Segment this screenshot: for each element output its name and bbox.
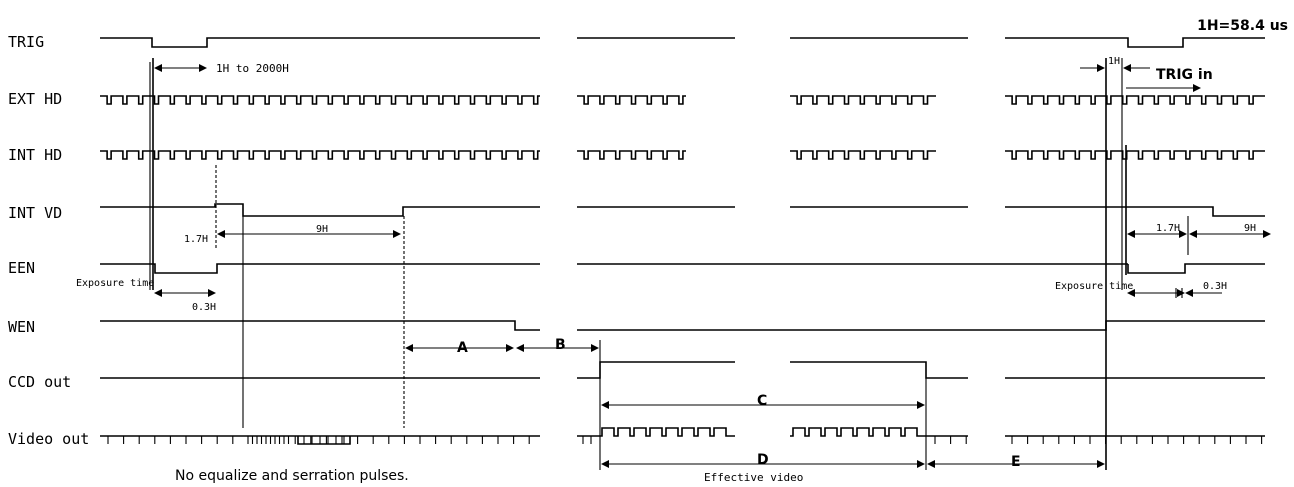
video-out-waveform [100, 427, 1265, 445]
t-9h-left-label: 9H [316, 224, 328, 235]
segment-e-label: E [1011, 454, 1021, 470]
trig-waveform [100, 37, 1265, 48]
exposure-right-label: Exposure time [1055, 281, 1133, 292]
signal-label-int-hd: INT HD [8, 146, 62, 164]
dimension-arrows [154, 64, 1271, 468]
ccd-out-waveform [100, 361, 1265, 379]
footnote-text: No equalize and serration pulses. [175, 468, 409, 484]
segment-b-label: B [555, 337, 566, 353]
t-1h-right-label: 1H [1108, 56, 1120, 67]
t-0-3h-left-label: 0.3H [192, 302, 216, 313]
signal-label-een: EEN [8, 259, 35, 277]
signal-label-wen: WEN [8, 318, 35, 336]
trig-in-label: TRIG in [1156, 67, 1213, 83]
signal-label-video-out: Video out [8, 430, 89, 448]
int-hd-waveform [100, 150, 1265, 160]
exposure-left-label: Exposure time [76, 278, 154, 289]
signal-label-ext-hd: EXT HD [8, 90, 62, 108]
t-9h-right-label: 9H [1244, 223, 1256, 234]
t-0-3h-right-label: 0.3H [1203, 281, 1227, 292]
segment-c-label: C [757, 393, 767, 409]
t-1-7h-right-label: 1.7H [1156, 223, 1180, 234]
t-1-7h-left-label: 1.7H [184, 234, 208, 245]
signal-label-ccd-out: CCD out [8, 373, 71, 391]
een-waveform [100, 263, 1265, 274]
unit-label: 1H=58.4 us [1197, 18, 1288, 34]
trig-range-label: 1H to 2000H [216, 62, 289, 75]
ext-hd-waveform [100, 95, 1265, 105]
segment-d-label: D [757, 452, 769, 468]
signal-label-trig: TRIG [8, 33, 44, 51]
segment-a-label: A [457, 340, 468, 356]
wen-waveform [100, 320, 1265, 331]
effective-video-label: Effective video [704, 471, 803, 484]
signal-label-int-vd: INT VD [8, 204, 62, 222]
int-vd-waveform [100, 203, 1265, 217]
vertical-markers [149, 58, 1189, 470]
